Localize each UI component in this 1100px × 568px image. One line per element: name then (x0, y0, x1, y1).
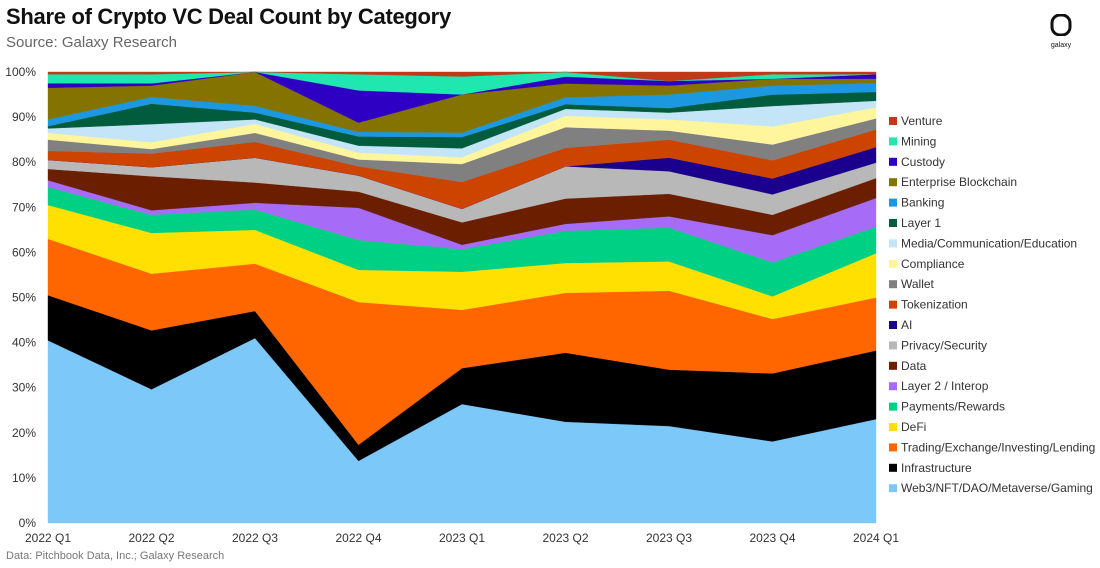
legend-swatch (889, 402, 897, 411)
legend-label: Layer 2 / Interop (901, 379, 989, 393)
legend-swatch (889, 443, 897, 452)
legend-item: Trading/Exchange/Investing/Lending (889, 440, 1095, 454)
y-tick-label: 60% (12, 245, 36, 259)
legend-item: Media/Communication/Education (889, 236, 1077, 250)
legend-swatch (889, 341, 897, 350)
y-tick-label: 40% (12, 336, 36, 350)
x-tick-label: 2023 Q4 (749, 531, 795, 545)
legend-label: Privacy/Security (901, 338, 987, 352)
chart-legend: Venture Mining Custody Enterprise Blockchai… (889, 114, 1095, 495)
y-tick-label: 70% (12, 200, 36, 214)
x-tick-label: 2022 Q1 (25, 531, 71, 545)
legend-item: Infrastructure (889, 461, 972, 475)
y-axis: 0% 10% 20% 30% 40% 50% 60% 70% 80% 90% 100% (5, 65, 36, 530)
chart-areas (47, 71, 877, 524)
x-tick-label: 2023 Q1 (439, 531, 485, 545)
legend-swatch (889, 178, 897, 187)
legend-item: Layer 2 / Interop (889, 379, 989, 393)
legend-swatch (889, 117, 897, 125)
legend-swatch (889, 239, 897, 248)
y-tick-label: 10% (12, 471, 36, 485)
legend-item: Privacy/Security (889, 338, 987, 352)
legend-swatch (889, 484, 897, 493)
y-tick-label: 20% (12, 426, 36, 440)
y-tick-label: 90% (12, 110, 36, 124)
legend-swatch (889, 300, 897, 309)
x-tick-label: 2023 Q2 (542, 531, 588, 545)
legend-swatch (889, 137, 897, 146)
y-tick-label: 30% (12, 381, 36, 395)
legend-label: Mining (901, 134, 936, 148)
legend-swatch (889, 361, 897, 370)
legend-swatch (889, 198, 897, 207)
legend-label: Banking (901, 196, 944, 210)
legend-label: Enterprise Blockchain (901, 175, 1017, 189)
y-tick-label: 0% (19, 516, 37, 530)
legend-label: DeFi (901, 420, 926, 434)
legend-item: Tokenization (889, 298, 968, 312)
legend-swatch (889, 259, 897, 268)
x-axis: 2022 Q1 2022 Q2 2022 Q3 2022 Q4 2023 Q1 2023 … (25, 531, 899, 545)
x-tick-label: 2022 Q4 (335, 531, 381, 545)
legend-item: DeFi (889, 420, 926, 434)
y-tick-label: 100% (5, 65, 36, 79)
legend-label: AI (901, 318, 912, 332)
legend-item: Wallet (889, 277, 935, 291)
legend-label: Data (901, 359, 927, 373)
legend-label: Venture (901, 114, 943, 128)
legend-label: Media/Communication/Education (901, 236, 1077, 250)
x-tick-label: 2023 Q3 (646, 531, 692, 545)
legend-swatch (889, 463, 897, 472)
galaxy-logo: galaxy (1046, 13, 1076, 49)
legend-swatch (889, 280, 897, 289)
legend-swatch (889, 157, 897, 166)
logo-text: galaxy (1050, 42, 1072, 49)
legend-item: Data (889, 359, 927, 373)
legend-item: Web3/NFT/DAO/Metaverse/Gaming (889, 481, 1093, 495)
legend-label: Infrastructure (901, 461, 972, 475)
legend-label: Tokenization (901, 298, 968, 312)
legend-label: Wallet (901, 277, 935, 291)
legend-item: Custody (889, 155, 945, 169)
footnote: Data: Pitchbook Data, Inc.; Galaxy Resea… (6, 550, 225, 562)
x-tick-label: 2022 Q3 (232, 531, 278, 545)
legend-item: Banking (889, 196, 944, 210)
x-tick-label: 2024 Q1 (853, 531, 899, 545)
legend-item: Compliance (889, 257, 965, 271)
legend-label: Compliance (901, 257, 965, 271)
legend-item: Enterprise Blockchain (889, 175, 1017, 189)
legend-label: Payments/Rewards (901, 400, 1005, 414)
legend-swatch (889, 321, 897, 329)
legend-label: Trading/Exchange/Investing/Lending (901, 440, 1095, 454)
x-tick-label: 2022 Q2 (128, 531, 174, 545)
y-tick-label: 80% (12, 155, 36, 169)
legend-item: Layer 1 (889, 216, 941, 230)
galaxy-logo-icon (1050, 13, 1072, 37)
legend-item: AI (889, 318, 912, 332)
legend-item: Mining (889, 134, 936, 148)
area-venture (47, 71, 877, 82)
y-tick-label: 50% (12, 291, 36, 305)
legend-swatch (889, 382, 897, 391)
legend-item: Venture (889, 114, 943, 128)
legend-swatch (889, 423, 897, 431)
chart-title: Share of Crypto VC Deal Count by Categor… (6, 4, 451, 29)
legend-label: Layer 1 (901, 216, 941, 230)
legend-label: Custody (901, 155, 945, 169)
legend-label: Web3/NFT/DAO/Metaverse/Gaming (901, 481, 1093, 495)
chart-subtitle: Source: Galaxy Research (6, 34, 177, 51)
legend-item: Payments/Rewards (889, 400, 1005, 414)
legend-swatch (889, 219, 897, 227)
